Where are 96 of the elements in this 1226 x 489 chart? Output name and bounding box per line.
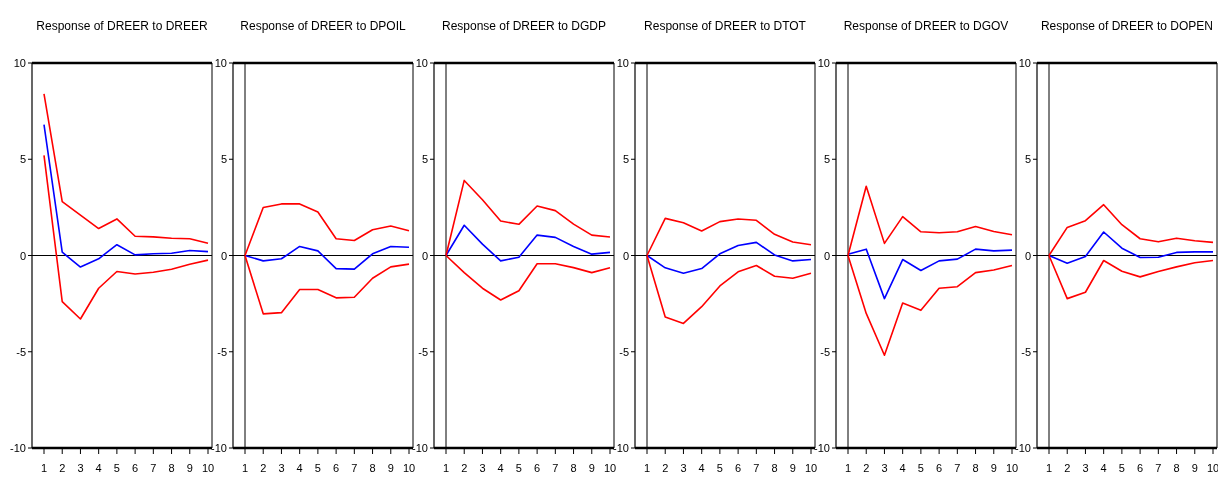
chart-title: Response of DREER to DGDP	[441, 19, 607, 33]
x-tick-label: 7	[552, 462, 559, 474]
y-tick-label: 0	[823, 249, 830, 262]
y-tick-label: 10	[214, 57, 227, 69]
x-tick-label: 9	[387, 462, 394, 474]
x-tick-label: 1	[1045, 462, 1053, 474]
x-tick-label: 4	[95, 462, 102, 474]
y-tick-label: 10	[817, 57, 830, 69]
y-tick-label: -10	[1015, 442, 1031, 454]
x-tick-label: 7	[150, 462, 157, 474]
x-tick-label: 6	[735, 462, 742, 474]
y-tick-label: 10	[616, 57, 629, 69]
x-tick-label: 4	[899, 462, 906, 474]
y-tick-label: 5	[19, 153, 26, 166]
y-tick-label: 0	[421, 249, 428, 262]
y-tick-label: 10	[415, 57, 428, 69]
x-tick-label: 8	[570, 462, 577, 474]
x-tick-label: 3	[680, 462, 687, 474]
x-tick-label: 8	[168, 462, 175, 474]
x-tick-label: 9	[588, 462, 595, 474]
x-tick-label: 10	[804, 462, 818, 474]
x-tick-label: 3	[77, 462, 84, 474]
x-tick-label: 3	[278, 462, 285, 474]
y-tick-label: 0	[19, 249, 26, 262]
x-tick-label: 4	[698, 462, 705, 474]
x-tick-label: 10	[603, 462, 617, 474]
x-tick-label: 8	[1173, 462, 1180, 474]
x-tick-label: 6	[1137, 462, 1144, 474]
x-tick-label: 7	[753, 462, 760, 474]
chart-title: Response of DREER to DPOIL	[240, 19, 407, 33]
y-tick-label: -10	[814, 442, 830, 454]
x-tick-label: 9	[789, 462, 796, 474]
x-tick-label: 5	[113, 462, 120, 474]
x-tick-label: 6	[534, 462, 541, 474]
y-tick-label: -5	[619, 345, 629, 358]
x-tick-label: 4	[1100, 462, 1107, 474]
y-tick-label: -10	[412, 442, 428, 454]
x-tick-label: 10	[201, 462, 215, 474]
chart-title: Response of DREER to DREER	[36, 19, 209, 33]
y-tick-label: 0	[220, 249, 227, 262]
y-tick-label: -5	[16, 345, 26, 358]
y-tick-label: 5	[622, 153, 629, 166]
x-tick-label: 1	[844, 462, 852, 474]
x-tick-label: 5	[1118, 462, 1125, 474]
x-tick-label: 10	[1005, 462, 1019, 474]
y-tick-label: -10	[211, 442, 227, 454]
chart-title: Response of DREER to DTOT	[644, 19, 807, 33]
x-tick-label: 7	[954, 462, 961, 474]
x-tick-label: 8	[369, 462, 376, 474]
y-tick-label: 5	[1024, 153, 1031, 166]
x-tick-label: 6	[936, 462, 943, 474]
x-tick-label: 5	[716, 462, 723, 474]
y-tick-label: 0	[1024, 249, 1031, 262]
x-tick-label: 3	[479, 462, 486, 474]
x-tick-label: 1	[442, 462, 450, 474]
chart-title: Response of DREER to DGOV	[843, 19, 1009, 33]
y-tick-label: -5	[1021, 345, 1031, 358]
x-tick-label: 5	[515, 462, 522, 474]
x-tick-label: 2	[59, 462, 66, 474]
y-tick-label: 10	[13, 57, 26, 69]
x-tick-label: 2	[260, 462, 267, 474]
y-tick-label: -10	[613, 442, 629, 454]
x-tick-label: 6	[333, 462, 340, 474]
x-tick-label: 2	[662, 462, 669, 474]
y-tick-label: 5	[421, 153, 428, 166]
x-tick-label: 9	[1191, 462, 1198, 474]
y-tick-label: 10	[1018, 57, 1031, 69]
x-tick-label: 1	[643, 462, 651, 474]
x-tick-label: 5	[314, 462, 321, 474]
chart-title: Response of DREER to DOPEN	[1040, 19, 1214, 33]
x-tick-label: 9	[186, 462, 193, 474]
x-tick-label: 7	[351, 462, 358, 474]
x-tick-label: 8	[771, 462, 778, 474]
x-tick-label: 10	[1206, 462, 1220, 474]
x-tick-label: 7	[1155, 462, 1162, 474]
y-tick-label: -10	[10, 442, 26, 454]
x-tick-label: 4	[497, 462, 504, 474]
y-tick-label: 0	[622, 249, 629, 262]
x-tick-label: 5	[917, 462, 924, 474]
y-tick-label: -5	[217, 345, 227, 358]
x-tick-label: 2	[863, 462, 870, 474]
x-tick-label: 3	[881, 462, 888, 474]
x-tick-label: 9	[990, 462, 997, 474]
x-tick-label: 1	[241, 462, 249, 474]
y-tick-label: 5	[220, 153, 227, 166]
y-tick-label: 5	[823, 153, 830, 166]
x-tick-label: 3	[1082, 462, 1089, 474]
y-tick-label: -5	[418, 345, 428, 358]
x-tick-label: 8	[972, 462, 979, 474]
x-tick-label: 2	[461, 462, 468, 474]
x-tick-label: 1	[40, 462, 48, 474]
x-tick-label: 6	[132, 462, 139, 474]
x-tick-label: 4	[296, 462, 303, 474]
y-tick-label: -5	[820, 345, 830, 358]
x-tick-label: 10	[402, 462, 416, 474]
x-tick-label: 2	[1064, 462, 1071, 474]
